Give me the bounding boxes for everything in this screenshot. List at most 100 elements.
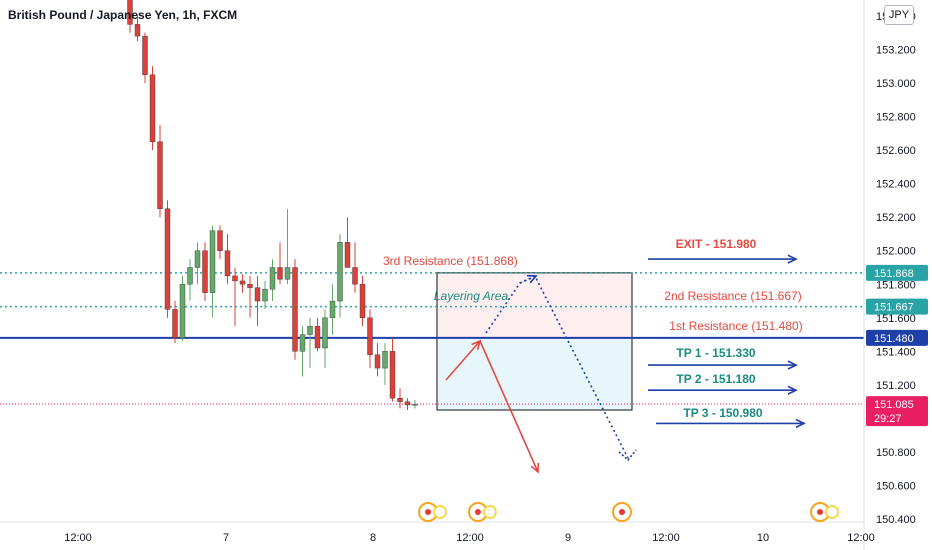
candle-body [127,0,133,25]
level-lines [0,272,864,405]
candle-body [232,275,238,282]
currency-badge[interactable]: JPY [884,5,914,25]
y-tick-label: 152.600 [876,145,916,157]
candle-body [142,35,148,75]
x-tick-label: 12:00 [652,532,680,544]
candle-body [179,284,186,339]
candle-body [389,351,396,399]
candle-body [412,403,418,406]
layering-area-label: Layering Area [434,289,509,303]
down-move-arrow [479,340,539,473]
candle-body [217,230,223,251]
last-price-text: 151.085 [874,399,914,411]
event-flag [825,505,839,519]
x-tick-label: 7 [223,532,229,544]
zones [436,272,633,411]
candle-body [172,309,178,339]
candle-body [247,284,253,288]
candle-body [194,250,201,268]
resistance-zone [436,272,633,339]
candle-body [277,267,283,280]
level-price-text: 151.480 [874,333,914,345]
y-tick-label: 151.400 [876,346,916,358]
level-price-badge [866,264,928,281]
candle-body [367,317,373,355]
x-tick-label: 12:00 [456,532,484,544]
y-tick-label: 151.800 [876,279,916,291]
y-tick-label: 151.200 [876,380,916,392]
exit-label: EXIT - 151.980 [676,237,757,251]
y-tick-label: 153.200 [876,45,916,57]
level-price-text: 151.667 [874,302,914,314]
candle-body [202,250,208,293]
x-tick-label: 12:00 [847,532,875,544]
take-profit-zone [436,337,633,411]
drawings [445,254,806,474]
y-tick-label: 153.000 [876,78,916,90]
candle-body [329,300,336,318]
price-axis: 150.400150.600150.800151.000151.200151.4… [863,0,928,550]
event-markers [418,502,839,522]
projection-down-head [618,449,637,462]
y-tick-label: 150.400 [876,514,916,526]
x-tick-label: 8 [370,532,376,544]
candle-body [344,242,351,268]
event-marker-dot [475,509,481,515]
projection-up [485,274,544,334]
tp1-label: TP 1 - 151.330 [676,346,755,360]
x-tick-label: 12:00 [64,532,92,544]
candle-body [187,267,193,285]
level-price-text: 151.868 [874,268,914,280]
level-price-badge [866,329,928,346]
candle-body [164,208,171,310]
third-resistance-label: 3rd Resistance (151.868) [383,254,518,268]
y-tick-label: 152.000 [876,246,916,258]
candle-body [374,354,381,369]
candle-body [157,141,163,210]
candle-body [382,351,388,369]
candle-body [352,267,358,285]
y-tick-label: 150.600 [876,480,916,492]
candle-body [359,284,366,318]
y-tick-label: 152.400 [876,179,916,191]
candle-body [397,398,403,402]
tp3-arrow-head [795,418,806,429]
tp2-label: TP 2 - 151.180 [676,372,755,386]
event-flag [433,505,447,519]
level-price-badge [866,298,928,315]
second-resistance-label: 2nd Resistance (151.667) [664,289,801,303]
x-tick-label: 10 [757,532,769,544]
projection-down [542,291,629,459]
event-marker-dot [425,509,431,515]
candle-body [239,280,246,285]
x-tick-label: 9 [565,532,571,544]
projection-up-head-head [526,274,538,284]
exit-arrow-head [787,254,798,264]
candle-body [322,317,328,349]
tp3-label: TP 3 - 150.980 [683,406,762,420]
candle-body [269,267,276,290]
first-resistance-label: 1st Resistance (151.480) [669,319,802,333]
candle-body [314,325,321,349]
time-axis: 12:00 7 8 12:00 9 12:00 10 12:00 [0,521,875,544]
candle-body [404,401,411,406]
event-flag [483,505,497,519]
candle-body [134,24,141,37]
candle-body [254,287,261,302]
last-price-badge [866,396,928,427]
candle-body [209,230,216,293]
event-marker-dot [817,509,823,515]
candle-body [224,250,231,277]
y-tick-label: 152.800 [876,112,916,124]
y-tick-label: 151.600 [876,313,916,325]
down-move-arrow-head [530,462,540,474]
y-tick-label: 150.800 [876,447,916,459]
tp2-arrow-head [787,385,798,395]
countdown-text: 29:27 [874,413,902,425]
candle-body [299,334,306,352]
candles [127,0,418,411]
chart-title: British Pound / Japanese Yen, 1h, FXCM [8,8,238,22]
y-tick-label: 152.200 [876,212,916,224]
candle-body [292,267,298,352]
